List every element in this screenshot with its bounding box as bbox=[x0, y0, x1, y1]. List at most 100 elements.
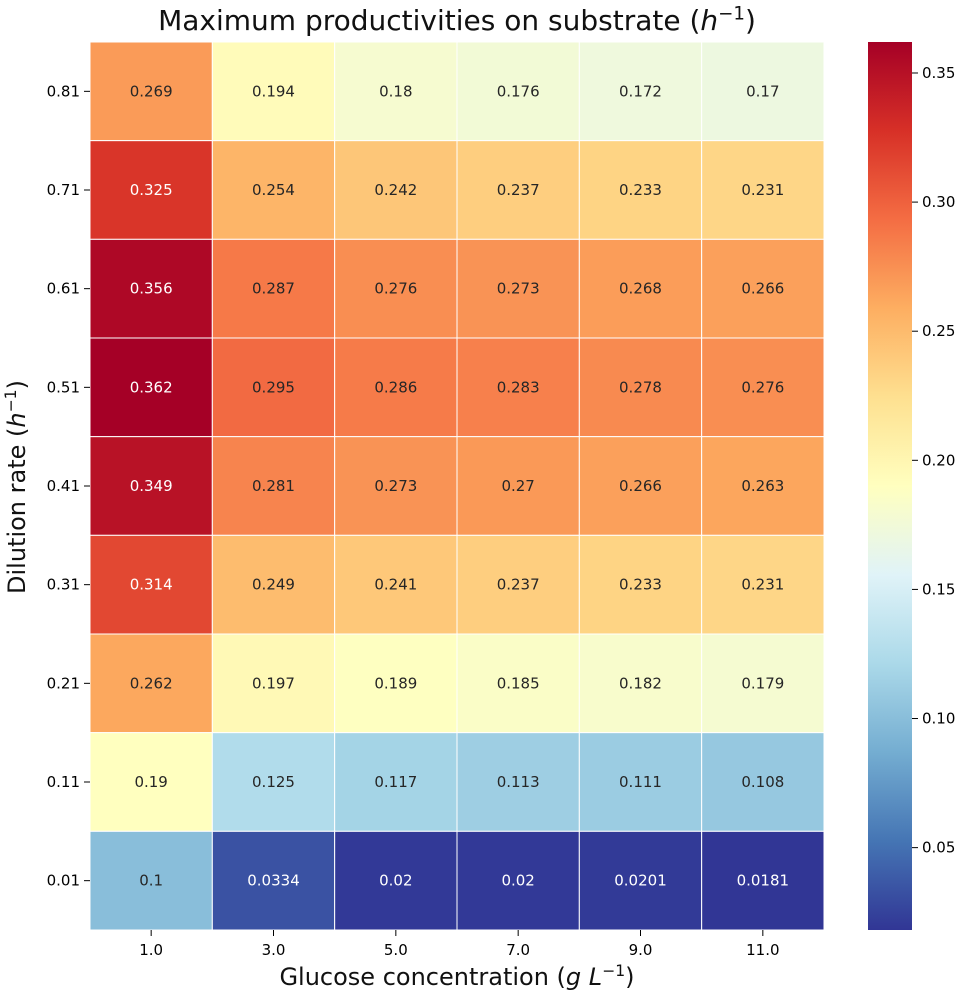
cell-value-label: 0.02 bbox=[379, 872, 412, 890]
colorbar-tick-label: 0.20 bbox=[922, 451, 955, 469]
heatmap-cell bbox=[701, 238, 825, 339]
cell-value-label: 0.0201 bbox=[614, 872, 667, 890]
cell-value-label: 0.231 bbox=[741, 576, 784, 594]
colorbar-tick-label: 0.10 bbox=[922, 710, 955, 728]
y-tick-label: 0.51 bbox=[47, 378, 80, 396]
heatmap-cell bbox=[701, 337, 825, 438]
cell-value-label: 0.237 bbox=[497, 576, 540, 594]
cell-value-label: 0.287 bbox=[252, 280, 295, 298]
y-tick-label: 0.41 bbox=[47, 477, 80, 495]
heatmap-cell bbox=[456, 436, 580, 536]
cell-value-label: 0.314 bbox=[130, 576, 173, 594]
cell-value-label: 0.269 bbox=[130, 82, 173, 100]
heatmap-cell bbox=[456, 830, 580, 931]
heatmap-cell bbox=[89, 633, 213, 734]
x-tick-label: 1.0 bbox=[139, 941, 163, 959]
heatmap-cell bbox=[334, 534, 458, 635]
cell-value-label: 0.197 bbox=[252, 674, 295, 692]
cell-value-label: 0.02 bbox=[501, 872, 534, 890]
x-tick-label: 11.0 bbox=[746, 941, 779, 959]
cell-value-label: 0.273 bbox=[374, 477, 417, 495]
colorbar-tick-label: 0.25 bbox=[922, 322, 955, 340]
heatmap-cell bbox=[211, 337, 336, 438]
heatmap-cell bbox=[211, 140, 336, 240]
cell-value-label: 0.18 bbox=[379, 82, 412, 100]
y-tick-label: 0.11 bbox=[47, 773, 80, 791]
heatmap-cell bbox=[701, 436, 825, 536]
heatmap-cell bbox=[701, 140, 825, 240]
cell-value-label: 0.273 bbox=[497, 280, 540, 298]
heatmap-cell bbox=[456, 337, 580, 438]
cell-value-label: 0.185 bbox=[497, 674, 540, 692]
cell-value-label: 0.19 bbox=[134, 773, 167, 791]
heatmap-cell bbox=[211, 830, 336, 931]
y-tick-label: 0.31 bbox=[47, 576, 80, 594]
y-tick-label: 0.21 bbox=[47, 674, 80, 692]
heatmap-cell bbox=[334, 732, 458, 832]
cell-value-label: 0.0334 bbox=[247, 872, 300, 890]
heatmap-cell bbox=[578, 337, 703, 438]
heatmap-cell bbox=[89, 238, 213, 339]
cell-value-label: 0.125 bbox=[252, 773, 295, 791]
heatmap-cell bbox=[89, 830, 213, 931]
y-tick-label: 0.81 bbox=[47, 82, 80, 100]
cell-value-label: 0.349 bbox=[130, 477, 173, 495]
cell-value-label: 0.362 bbox=[130, 378, 173, 396]
heatmap-cell bbox=[456, 732, 580, 832]
heatmap-cell bbox=[578, 238, 703, 339]
heatmap-cell bbox=[89, 436, 213, 536]
heatmap-cell bbox=[334, 337, 458, 438]
cell-value-label: 0.0181 bbox=[737, 872, 790, 890]
y-tick-label: 0.71 bbox=[47, 181, 80, 199]
heatmap-cell bbox=[334, 41, 458, 142]
cell-value-label: 0.295 bbox=[252, 378, 295, 396]
cell-value-label: 0.233 bbox=[619, 181, 662, 199]
heatmap-cell bbox=[456, 41, 580, 142]
cell-value-label: 0.325 bbox=[130, 181, 173, 199]
cell-value-label: 0.113 bbox=[497, 773, 540, 791]
cell-value-label: 0.17 bbox=[746, 82, 779, 100]
cell-value-label: 0.242 bbox=[374, 181, 417, 199]
y-axis-label: Dilution rate (h−1) bbox=[2, 380, 31, 594]
colorbar-tick-label: 0.35 bbox=[922, 64, 955, 82]
heatmap-cell bbox=[334, 633, 458, 734]
heatmap-cell bbox=[456, 238, 580, 339]
x-tick-label: 3.0 bbox=[262, 941, 286, 959]
cell-value-label: 0.249 bbox=[252, 576, 295, 594]
cell-value-label: 0.27 bbox=[501, 477, 534, 495]
cell-value-label: 0.179 bbox=[741, 674, 784, 692]
heatmap-cell bbox=[701, 534, 825, 635]
heatmap-cell bbox=[578, 633, 703, 734]
cell-value-label: 0.263 bbox=[741, 477, 784, 495]
cell-value-label: 0.356 bbox=[130, 280, 173, 298]
cell-value-label: 0.254 bbox=[252, 181, 295, 199]
heatmap-cell bbox=[211, 534, 336, 635]
cell-value-label: 0.189 bbox=[374, 674, 417, 692]
cell-value-label: 0.262 bbox=[130, 674, 173, 692]
cell-value-label: 0.266 bbox=[741, 280, 784, 298]
cell-value-label: 0.237 bbox=[497, 181, 540, 199]
cell-value-label: 0.111 bbox=[619, 773, 662, 791]
cell-value-label: 0.286 bbox=[374, 378, 417, 396]
cell-value-label: 0.278 bbox=[619, 378, 662, 396]
x-tick-label: 7.0 bbox=[506, 941, 530, 959]
cell-value-label: 0.266 bbox=[619, 477, 662, 495]
cell-value-label: 0.283 bbox=[497, 378, 540, 396]
heatmap-cell bbox=[701, 633, 825, 734]
cell-value-label: 0.241 bbox=[374, 576, 417, 594]
cell-value-label: 0.117 bbox=[374, 773, 417, 791]
cell-value-label: 0.1 bbox=[139, 872, 163, 890]
heatmap-cell bbox=[211, 41, 336, 142]
colorbar bbox=[868, 42, 912, 930]
y-tick-label: 0.61 bbox=[47, 280, 80, 298]
heatmap-cell bbox=[334, 238, 458, 339]
heatmap-cell bbox=[701, 41, 825, 142]
chart-title: Maximum productivities on substrate (h−1… bbox=[158, 3, 756, 37]
heatmap-cell bbox=[334, 140, 458, 240]
heatmap-cell bbox=[578, 732, 703, 832]
colorbar-tick-label: 0.30 bbox=[922, 193, 955, 211]
heatmap-cell bbox=[578, 140, 703, 240]
heatmap-cell bbox=[456, 633, 580, 734]
heatmap-cell bbox=[578, 830, 703, 931]
cell-value-label: 0.233 bbox=[619, 576, 662, 594]
